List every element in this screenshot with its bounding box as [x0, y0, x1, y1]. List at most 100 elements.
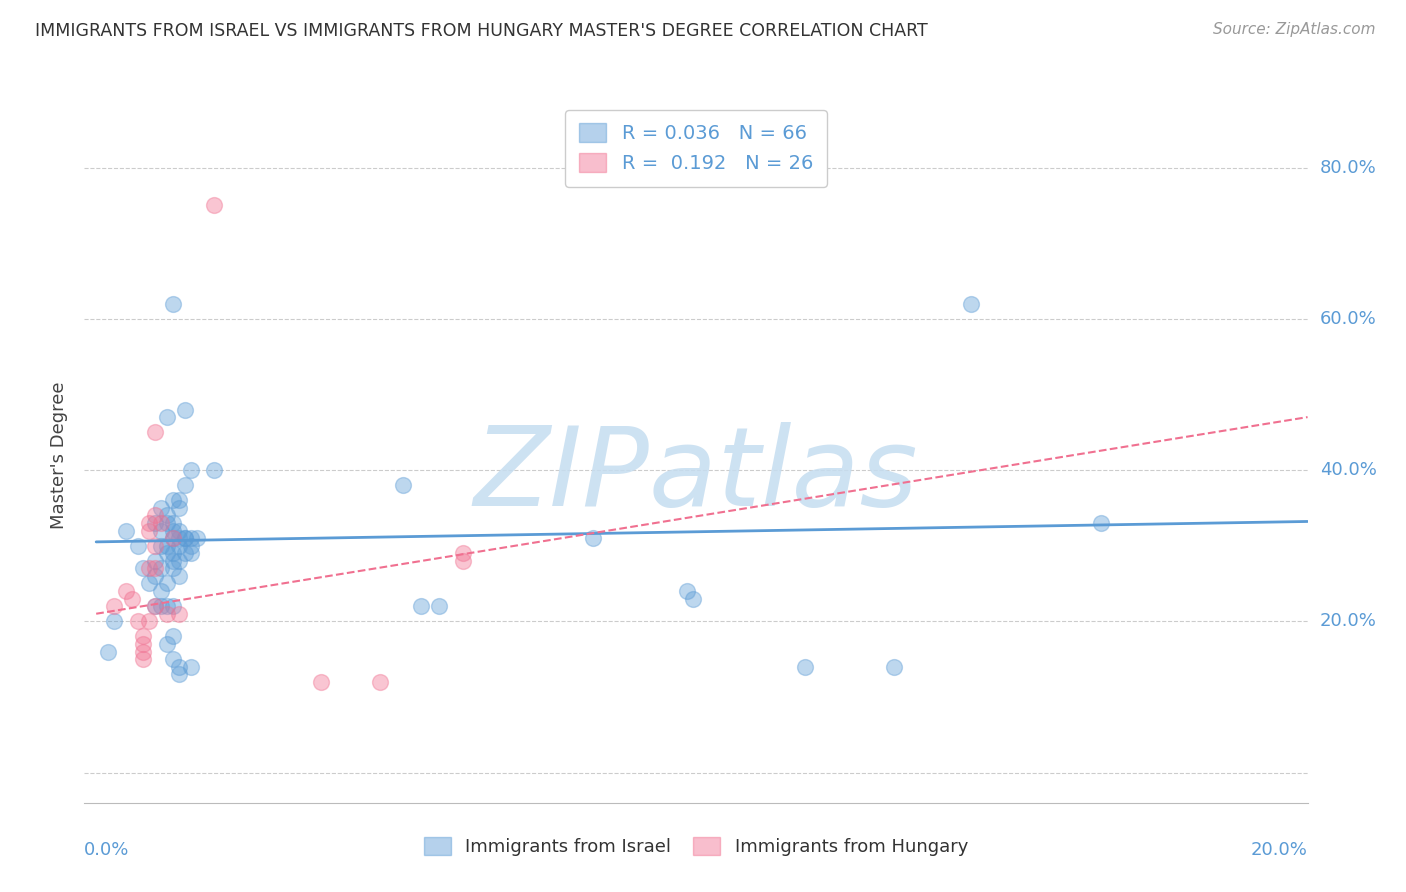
Point: [97, 644, 120, 658]
Point: [162, 531, 184, 545]
Point: [103, 599, 125, 614]
Text: 20.0%: 20.0%: [1320, 612, 1376, 631]
Point: [114, 524, 136, 538]
Point: [180, 546, 202, 560]
Point: [132, 652, 155, 666]
Text: IMMIGRANTS FROM ISRAEL VS IMMIGRANTS FROM HUNGARY MASTER'S DEGREE CORRELATION CH: IMMIGRANTS FROM ISRAEL VS IMMIGRANTS FRO…: [35, 22, 928, 40]
Point: [427, 599, 450, 614]
Point: [959, 296, 981, 310]
Point: [138, 524, 160, 538]
Point: [186, 531, 208, 545]
Point: [451, 546, 474, 560]
Point: [162, 296, 184, 310]
Point: [676, 584, 699, 599]
Point: [392, 478, 415, 492]
Point: [127, 539, 149, 553]
Point: [167, 667, 190, 681]
Point: [581, 531, 603, 545]
Point: [138, 615, 160, 629]
Point: [156, 508, 179, 523]
Point: [173, 546, 195, 560]
Point: [167, 531, 190, 545]
Point: [132, 629, 155, 643]
Point: [180, 539, 202, 553]
Point: [167, 569, 190, 583]
Point: [143, 561, 166, 575]
Point: [150, 500, 173, 515]
Point: [368, 674, 391, 689]
Point: [1090, 516, 1112, 530]
Point: [150, 539, 173, 553]
Point: [162, 629, 184, 643]
Point: [138, 561, 160, 575]
Point: [143, 425, 166, 440]
Point: [150, 599, 173, 614]
Point: [156, 516, 179, 530]
Point: [202, 463, 225, 477]
Legend: Immigrants from Israel, Immigrants from Hungary: Immigrants from Israel, Immigrants from …: [416, 830, 976, 863]
Point: [162, 652, 184, 666]
Point: [150, 524, 173, 538]
Point: [132, 637, 155, 651]
Point: [121, 591, 143, 606]
Point: [167, 493, 190, 508]
Point: [162, 546, 184, 560]
Point: [883, 659, 905, 673]
Point: [132, 561, 155, 575]
Point: [143, 569, 166, 583]
Point: [156, 410, 179, 425]
Text: 40.0%: 40.0%: [1320, 461, 1376, 479]
Text: 20.0%: 20.0%: [1251, 841, 1308, 859]
Text: 80.0%: 80.0%: [1320, 159, 1376, 177]
Text: ZIPatlas: ZIPatlas: [474, 422, 918, 529]
Point: [682, 591, 704, 606]
Point: [138, 516, 160, 530]
Point: [162, 599, 184, 614]
Point: [162, 531, 184, 545]
Point: [127, 615, 149, 629]
Point: [132, 644, 155, 658]
Point: [794, 659, 817, 673]
Point: [167, 607, 190, 621]
Point: [143, 599, 166, 614]
Point: [162, 561, 184, 575]
Point: [143, 516, 166, 530]
Point: [156, 576, 179, 591]
Point: [162, 524, 184, 538]
Point: [180, 463, 202, 477]
Point: [143, 554, 166, 568]
Text: 60.0%: 60.0%: [1320, 310, 1376, 327]
Point: [143, 539, 166, 553]
Point: [173, 531, 195, 545]
Point: [173, 531, 195, 545]
Point: [167, 659, 190, 673]
Point: [156, 607, 179, 621]
Point: [167, 554, 190, 568]
Point: [411, 599, 433, 614]
Point: [156, 546, 179, 560]
Point: [156, 539, 179, 553]
Point: [156, 637, 179, 651]
Point: [451, 554, 474, 568]
Point: [173, 478, 195, 492]
Point: [138, 576, 160, 591]
Point: [114, 584, 136, 599]
Point: [162, 493, 184, 508]
Point: [180, 531, 202, 545]
Point: [143, 599, 166, 614]
Point: [180, 659, 202, 673]
Point: [150, 584, 173, 599]
Point: [162, 516, 184, 530]
Y-axis label: Master's Degree: Master's Degree: [51, 381, 69, 529]
Text: Source: ZipAtlas.com: Source: ZipAtlas.com: [1212, 22, 1375, 37]
Text: 0.0%: 0.0%: [84, 841, 129, 859]
Point: [309, 674, 332, 689]
Point: [173, 402, 195, 417]
Point: [150, 516, 173, 530]
Point: [202, 198, 225, 212]
Point: [167, 500, 190, 515]
Point: [167, 539, 190, 553]
Point: [150, 561, 173, 575]
Point: [103, 615, 125, 629]
Point: [162, 554, 184, 568]
